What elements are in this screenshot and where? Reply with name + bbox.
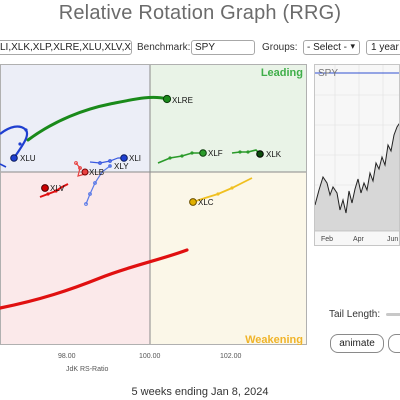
- price-month-apr: Apr: [353, 236, 365, 243]
- tail-label-xlre: XLRE: [172, 96, 193, 105]
- animate-button[interactable]: animate: [330, 334, 384, 353]
- x-tick-102: 102.00: [220, 353, 242, 360]
- tail-length-label: Tail Length:: [329, 309, 381, 320]
- period-select[interactable]: 1 year: [366, 40, 400, 55]
- step-button[interactable]: [388, 334, 400, 353]
- quadrant-weakening: [150, 172, 307, 345]
- tail-xlf[interactable]: XLF: [157, 149, 223, 164]
- tail-label-xlc: XLC: [198, 198, 214, 207]
- quadrant-improving: [0, 64, 150, 172]
- tail-xlk[interactable]: XLK: [231, 149, 282, 159]
- period-caption: 5 weeks ending Jan 8, 2024: [131, 386, 269, 398]
- tail-xly[interactable]: XLY: [84, 162, 130, 206]
- quadrant-label-weakening: Weakening: [245, 334, 303, 345]
- quadrant-leading: [150, 64, 307, 172]
- benchmark-input[interactable]: SPY: [191, 40, 255, 55]
- rrg-frame: [0, 64, 307, 345]
- groups-label: Groups:: [262, 42, 298, 53]
- price-month-feb: Feb: [321, 236, 333, 243]
- price-series-area: [315, 124, 399, 231]
- groups-select[interactable]: - Select - ▾: [303, 40, 360, 55]
- tail-label-xli: XLI: [129, 154, 141, 163]
- groups-select-value: - Select -: [307, 42, 348, 53]
- benchmark-label: Benchmark:: [137, 42, 191, 53]
- quadrant-lagging: [0, 172, 150, 345]
- tail-xlu[interactable]: XLU: [0, 125, 36, 163]
- tail-xlre[interactable]: XLRE: [26, 94, 193, 142]
- tail-label-xlv: XLV: [50, 184, 65, 193]
- tail-length-slider[interactable]: [386, 313, 400, 316]
- price-chart-symbol: SPY: [318, 68, 338, 79]
- rrg-chart[interactable]: Leading Weakening XLRE XLF: [0, 64, 307, 345]
- page-title: Relative Rotation Graph (RRG): [58, 2, 342, 24]
- x-axis-label: JdK RS-Ratio: [66, 366, 109, 373]
- tail-xle[interactable]: [0, 248, 189, 310]
- price-month-jun: Jun: [387, 236, 398, 243]
- x-tick-100: 100.00: [139, 353, 161, 360]
- symbols-input[interactable]: LI,XLK,XLP,XLRE,XLU,XLV,XL: [0, 40, 132, 55]
- tail-label-xlb: XLB: [89, 168, 104, 177]
- tail-xlp[interactable]: [0, 163, 7, 168]
- benchmark-price-chart: SPY Feb Apr Jun: [314, 64, 400, 246]
- tail-label-xlf: XLF: [208, 149, 223, 158]
- quadrant-label-leading: Leading: [261, 67, 303, 79]
- tail-xlc[interactable]: XLC: [189, 177, 253, 207]
- x-axis-tick-labels: 98.00 100.00 102.00: [0, 353, 307, 365]
- tail-xlv[interactable]: XLV: [39, 183, 69, 198]
- tail-label-xly: XLY: [114, 162, 129, 171]
- tail-label-xlu: XLU: [20, 154, 36, 163]
- tail-xlb[interactable]: XLB: [74, 161, 105, 177]
- x-tick-98: 98.00: [58, 353, 76, 360]
- tail-xli[interactable]: XLI: [89, 154, 141, 165]
- chevron-down-icon: ▾: [350, 41, 355, 51]
- price-series-line: [315, 123, 399, 214]
- tail-label-xlk: XLK: [266, 150, 282, 159]
